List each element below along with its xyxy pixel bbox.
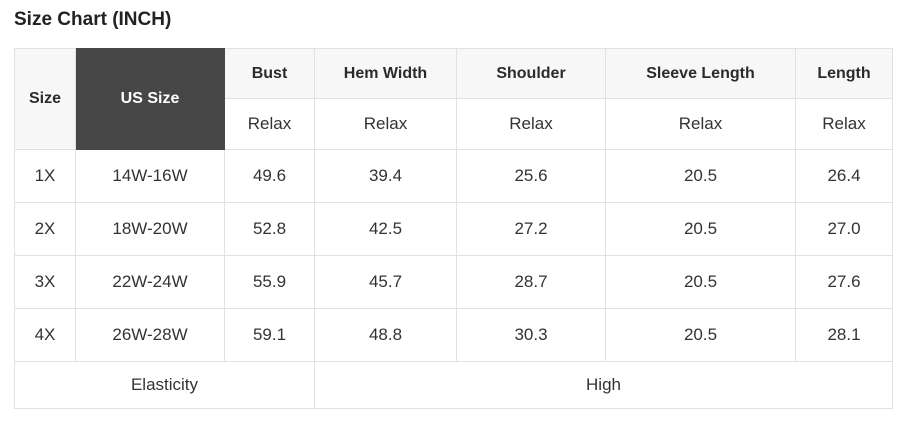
bust-cell: 49.6 — [224, 149, 315, 203]
length-cell: 27.6 — [795, 255, 893, 309]
sleeve-length-cell: 20.5 — [605, 202, 796, 256]
table-footer: Elasticity High — [14, 361, 893, 409]
shoulder-cell: 25.6 — [456, 149, 606, 203]
table-row-1x: 1X 14W-16W 49.6 39.4 25.6 20.5 26.4 — [14, 149, 893, 203]
hem-width-cell: 39.4 — [314, 149, 457, 203]
header-row-measures: Size US Size Bust Hem Width Shoulder Sle… — [14, 48, 893, 150]
elasticity-value: High — [314, 361, 893, 409]
table-row-4x: 4X 26W-28W 59.1 48.8 30.3 20.5 28.1 — [14, 308, 893, 362]
hem-width-cell: 48.8 — [314, 308, 457, 362]
col-header-bust: Bust — [224, 48, 315, 99]
col-header-us-size: US Size — [75, 48, 225, 150]
bust-cell: 55.9 — [224, 255, 315, 309]
size-cell: 2X — [14, 202, 76, 256]
shoulder-cell: 27.2 — [456, 202, 606, 256]
elasticity-label: Elasticity — [14, 361, 315, 409]
sleeve-length-cell: 20.5 — [605, 308, 796, 362]
us-size-cell: 14W-16W — [75, 149, 225, 203]
size-cell: 3X — [14, 255, 76, 309]
us-size-cell: 26W-28W — [75, 308, 225, 362]
col-header-shoulder: Shoulder — [456, 48, 606, 99]
col-header-hem-width: Hem Width — [314, 48, 457, 99]
col-header-sleeve-length: Sleeve Length — [605, 48, 796, 99]
table-row-3x: 3X 22W-24W 55.9 45.7 28.7 20.5 27.6 — [14, 255, 893, 309]
elasticity-row: Elasticity High — [14, 361, 893, 409]
fit-cell-shoulder: Relax — [456, 98, 606, 150]
sleeve-length-cell: 20.5 — [605, 149, 796, 203]
fit-cell-length: Relax — [795, 98, 893, 150]
fit-cell-hem-width: Relax — [314, 98, 457, 150]
col-header-length: Length — [795, 48, 893, 99]
table-row-2x: 2X 18W-20W 52.8 42.5 27.2 20.5 27.0 — [14, 202, 893, 256]
hem-width-cell: 45.7 — [314, 255, 457, 309]
sleeve-length-cell: 20.5 — [605, 255, 796, 309]
length-cell: 28.1 — [795, 308, 893, 362]
us-size-cell: 18W-20W — [75, 202, 225, 256]
fit-cell-sleeve-length: Relax — [605, 98, 796, 150]
shoulder-cell: 30.3 — [456, 308, 606, 362]
fit-cell-bust: Relax — [224, 98, 315, 150]
size-cell: 4X — [14, 308, 76, 362]
col-header-size: Size — [14, 48, 76, 150]
bust-cell: 52.8 — [224, 202, 315, 256]
size-chart-table: Size US Size Bust Hem Width Shoulder Sle… — [14, 48, 893, 409]
page-title: Size Chart (INCH) — [14, 9, 172, 30]
length-cell: 27.0 — [795, 202, 893, 256]
shoulder-cell: 28.7 — [456, 255, 606, 309]
bust-cell: 59.1 — [224, 308, 315, 362]
header-row-fit: Relax Relax Relax Relax Relax — [15, 98, 893, 150]
table-body: 1X 14W-16W 49.6 39.4 25.6 20.5 26.4 2X 1… — [14, 149, 893, 362]
us-size-cell: 22W-24W — [75, 255, 225, 309]
hem-width-cell: 42.5 — [314, 202, 457, 256]
length-cell: 26.4 — [795, 149, 893, 203]
size-cell: 1X — [14, 149, 76, 203]
table-header: Size US Size Bust Hem Width Shoulder Sle… — [14, 48, 893, 150]
